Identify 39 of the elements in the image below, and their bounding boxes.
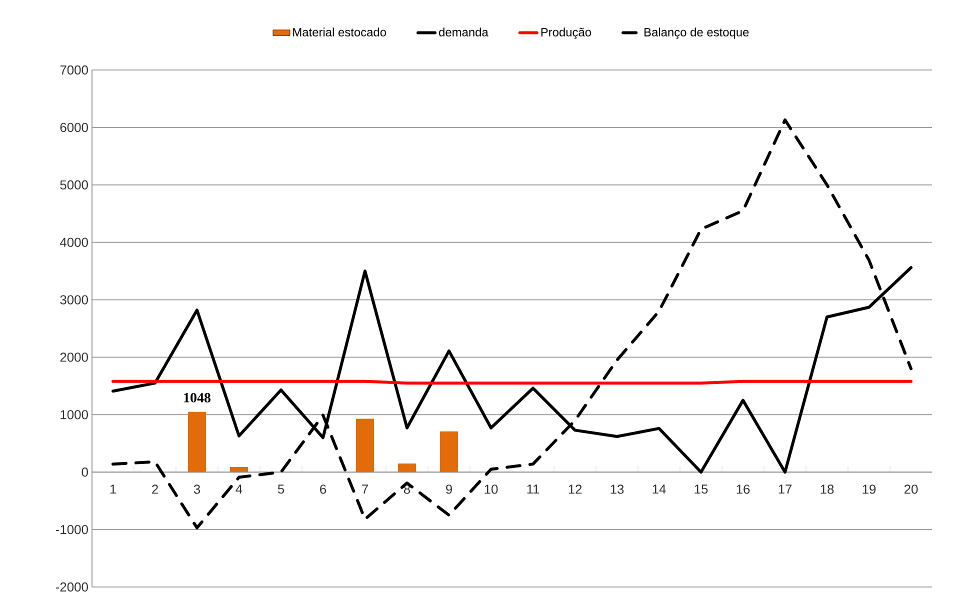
x-tick-label: 17 <box>778 484 792 494</box>
y-tick-label: 6000 <box>60 122 88 132</box>
data-label: 1048 <box>184 392 210 402</box>
x-tick-label: 10 <box>484 484 498 494</box>
legend-label: Balanço de estoque <box>644 28 749 39</box>
y-tick-label: 0 <box>82 468 88 477</box>
bar <box>230 466 248 472</box>
y-tick-label: 1000 <box>60 410 88 420</box>
y-tick-label: -1000 <box>56 524 88 534</box>
x-tick-label: 13 <box>610 484 624 494</box>
x-tick-label: 14 <box>652 484 666 494</box>
y-tick-label: 4000 <box>60 238 88 247</box>
x-tick-label: 12 <box>568 484 582 494</box>
legend-label: Material estocado <box>293 28 386 36</box>
x-tick-label: 5 <box>278 484 284 494</box>
y-tick-label: 3000 <box>60 295 88 304</box>
x-tick-label: 19 <box>862 484 876 494</box>
x-tick-label: 18 <box>820 484 834 494</box>
x-tick-label: 15 <box>694 484 708 494</box>
x-tick-label: 11 <box>527 484 540 494</box>
y-tick-label: -2000 <box>56 582 88 592</box>
x-tick-label: 20 <box>904 484 918 494</box>
x-tick-label: 4 <box>236 484 242 494</box>
bar <box>188 412 206 472</box>
bar <box>356 418 374 472</box>
x-tick-label: 9 <box>446 484 452 494</box>
y-tick-label: 2000 <box>60 352 88 362</box>
legend-label: demanda <box>439 28 488 36</box>
x-tick-label: 16 <box>736 484 750 494</box>
x-tick-label: 1 <box>110 484 116 494</box>
x-tick-label: 2 <box>152 484 158 494</box>
bar <box>398 463 416 472</box>
x-tick-label: 7 <box>362 484 368 494</box>
bar <box>440 431 458 472</box>
legend-label: Produção <box>541 28 592 39</box>
y-tick-label: 7000 <box>60 65 88 75</box>
x-tick-label: 6 <box>320 484 326 494</box>
y-tick-label: 5000 <box>60 180 88 190</box>
x-tick-label: 3 <box>194 484 200 494</box>
